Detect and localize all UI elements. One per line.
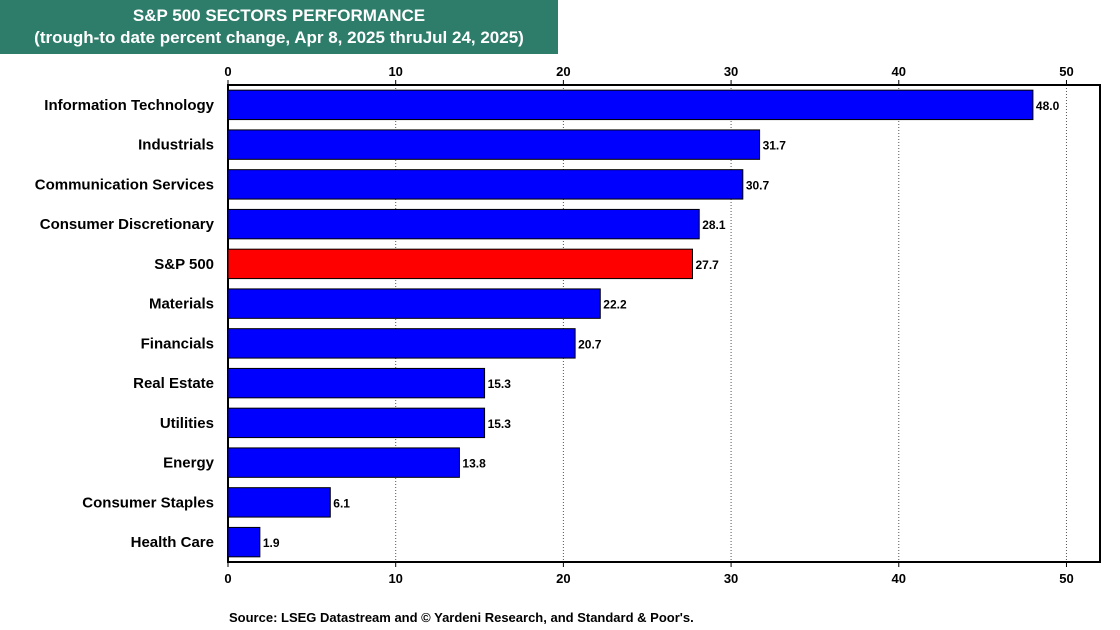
x-tick-label-bottom: 30 (724, 571, 738, 586)
bar (227, 89, 1034, 121)
category-label: Financials (141, 335, 214, 352)
bar (227, 447, 460, 478)
bar (227, 129, 761, 160)
chart-title-box: S&P 500 SECTORS PERFORMANCE (trough-to d… (0, 0, 558, 54)
x-tick-label-bottom: 50 (1059, 571, 1073, 586)
bar (227, 526, 261, 558)
category-label: Energy (163, 455, 215, 472)
x-tick-label-top: 20 (556, 64, 570, 79)
x-tick-label-top: 30 (724, 64, 738, 79)
data-label: 27.7 (696, 258, 720, 272)
bar (227, 407, 486, 439)
data-label: 6.1 (333, 496, 350, 510)
x-tick-label-bottom: 40 (892, 571, 906, 586)
bar (227, 169, 744, 200)
data-label: 15.3 (488, 417, 512, 431)
category-label: Consumer Discretionary (40, 216, 215, 233)
x-tick-label-top: 10 (388, 64, 402, 79)
plot-frame (227, 84, 1101, 563)
data-label: 13.8 (462, 457, 486, 471)
bar (227, 208, 700, 240)
x-tick-label-bottom: 0 (224, 571, 231, 586)
category-label: Consumer Staples (82, 494, 214, 511)
data-label: 30.7 (746, 178, 770, 192)
bar (227, 288, 601, 319)
bar (227, 248, 694, 280)
x-tick-label-top: 40 (892, 64, 906, 79)
bar (227, 328, 576, 359)
category-label: Real Estate (133, 375, 214, 392)
data-label: 31.7 (763, 139, 787, 153)
chart-subtitle: (trough-to date percent change, Apr 8, 2… (34, 28, 524, 47)
x-tick-label-bottom: 10 (388, 571, 402, 586)
category-label: Utilities (160, 415, 214, 432)
data-label: 15.3 (488, 377, 512, 391)
category-label: Communication Services (35, 176, 214, 193)
bar (227, 367, 486, 399)
category-label: Information Technology (44, 97, 214, 114)
data-label: 48.0 (1036, 99, 1060, 113)
data-label: 1.9 (263, 536, 280, 550)
data-label: 20.7 (578, 337, 602, 351)
x-tick-label-bottom: 20 (556, 571, 570, 586)
data-label: 28.1 (702, 218, 726, 232)
category-label: S&P 500 (154, 256, 214, 273)
bar (227, 487, 331, 518)
category-label: Health Care (131, 534, 214, 551)
chart-title: S&P 500 SECTORS PERFORMANCE (132, 6, 426, 25)
source-note: Source: LSEG Datastream and © Yardeni Re… (229, 610, 694, 625)
category-label: Industrials (138, 137, 214, 154)
x-tick-label-top: 0 (224, 64, 231, 79)
data-label: 22.2 (603, 298, 627, 312)
category-label: Materials (149, 296, 214, 313)
x-tick-label-top: 50 (1059, 64, 1073, 79)
